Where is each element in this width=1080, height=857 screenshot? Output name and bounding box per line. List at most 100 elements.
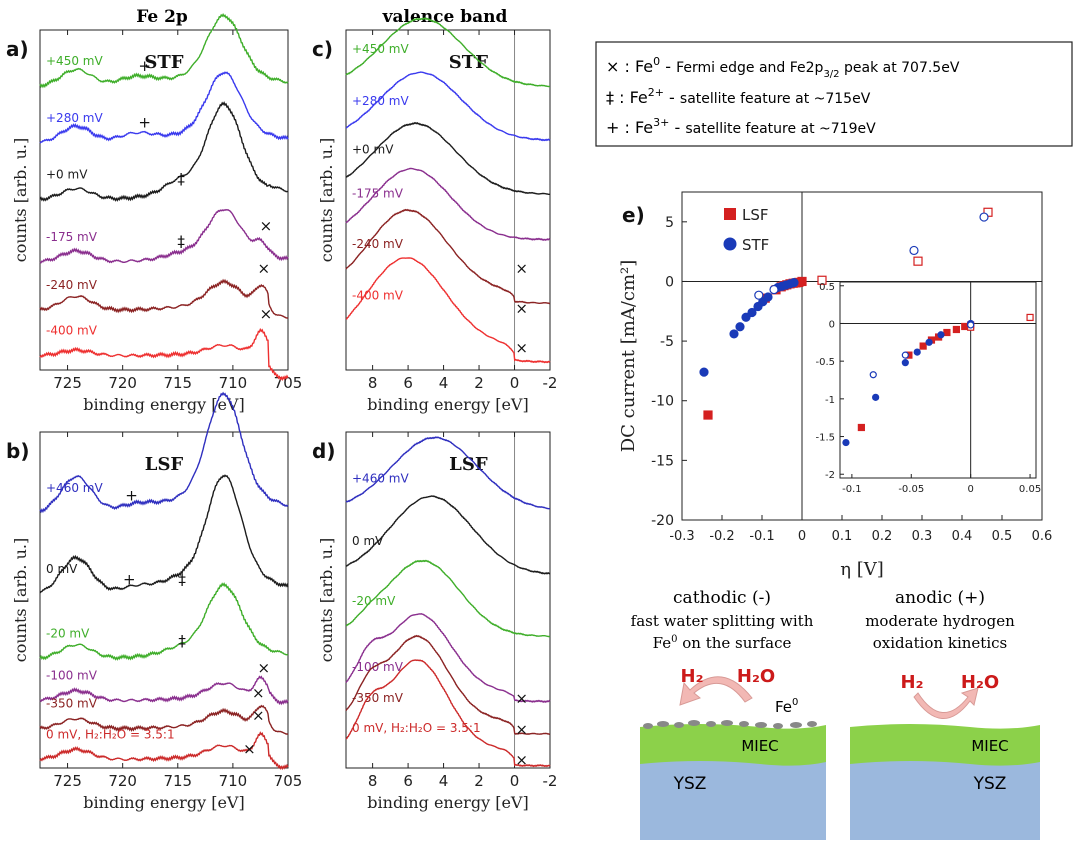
feature-marker: × — [515, 720, 528, 738]
series-label: -175 mV — [46, 230, 98, 244]
x-tick-label: 710 — [219, 772, 248, 790]
series-label: +460 mV — [352, 471, 409, 485]
plot-frame — [39, 29, 289, 371]
schematic: cathodic (-) fast water splitting with F… — [631, 588, 1040, 840]
feature-marker: × — [515, 260, 528, 278]
feature-marker: × — [260, 305, 273, 323]
x-tick-label: 4 — [439, 374, 449, 392]
spectrum-line — [345, 17, 550, 88]
series-label: 0 mV, H₂:H₂O = 3.5:1 — [46, 727, 175, 741]
panel-label: e) — [622, 203, 645, 227]
y-axis-title: DC current [mA/cm²] — [618, 260, 639, 453]
inset-y-tick-label: -0.5 — [815, 357, 835, 368]
anodic-product: H₂O — [961, 672, 999, 693]
x-axis-title: binding energy [eV] — [83, 395, 244, 414]
anodic-reaction-arrow — [913, 687, 979, 719]
fe0-particle-label: Fe0 — [775, 697, 798, 716]
fe0-particles — [643, 720, 817, 729]
header-fe2p: Fe 2p — [136, 7, 188, 27]
plot-frame — [681, 191, 1043, 521]
x-tick-label: 720 — [108, 374, 137, 392]
legend-swatch-lsf — [724, 208, 736, 220]
panel-label: b) — [6, 439, 29, 463]
x-tick-label: 4 — [439, 772, 449, 790]
series-label: +450 mV — [46, 54, 103, 68]
data-point-lsf — [1026, 313, 1034, 322]
data-point-lsf — [913, 256, 923, 266]
x-tick-label: 720 — [108, 772, 137, 790]
legend-line-fe2: ‡ : Fe2+ - satellite feature at ~715eV — [606, 86, 871, 107]
spectrum-line — [345, 659, 551, 768]
anodic-miec-layer — [850, 724, 1040, 766]
x-tick-label: 705 — [274, 772, 303, 790]
feature-marker: × — [252, 706, 265, 724]
spectrum-line — [39, 101, 289, 202]
series-label: -20 mV — [46, 627, 90, 641]
inset-x-tick-label: 0.05 — [1019, 484, 1041, 495]
inset-y-tick-label: 0.5 — [819, 282, 835, 293]
feature-marker: × — [243, 740, 256, 758]
series-label: +0 mV — [352, 142, 394, 156]
spectrum-line — [39, 582, 289, 661]
data-point-stf — [729, 329, 739, 339]
y-axis-title: counts [arb. u.] — [11, 538, 30, 662]
data-point-stf — [842, 438, 850, 447]
spectrum-line — [39, 704, 289, 736]
series-label: +280 mV — [352, 94, 409, 108]
series-label: -240 mV — [46, 278, 98, 292]
cathodic-ysz-label: YSZ — [673, 774, 707, 794]
panel-b-lsf-fe2p: 725 720 715 710 705 binding energy [eV] counts… — [6, 391, 303, 812]
x-tick-label: 2 — [474, 374, 484, 392]
material-label: STF — [144, 52, 183, 73]
plot-frame — [39, 431, 289, 769]
feature-marker: × — [257, 260, 270, 278]
series-label: -350 mV — [352, 691, 404, 705]
spectrum-line — [345, 436, 551, 510]
data-point-lsf — [961, 322, 969, 331]
legend-line-fe0: × : Fe0 - Fermi edge and Fe2p3/2 peak at… — [606, 55, 960, 80]
feature-marker: ‡ — [177, 232, 185, 250]
series-label: 0 mV — [352, 534, 384, 548]
x-tick-label: 2 — [474, 772, 484, 790]
spectrum-line — [39, 391, 289, 514]
spectrum-line — [39, 474, 289, 594]
x-tick-label: 715 — [163, 772, 192, 790]
feature-marker: × — [515, 690, 528, 708]
data-point-stf — [735, 322, 745, 332]
data-point-stf — [872, 393, 880, 401]
feature-marker: × — [515, 339, 528, 357]
y-tick-label: -5 — [660, 334, 674, 350]
inset-y-tick-label: -2 — [825, 470, 835, 481]
material-label: STF — [449, 52, 488, 73]
symbol-legend-frame — [595, 41, 1073, 147]
feature-marker: × — [260, 217, 273, 235]
data-point-stf — [699, 367, 709, 377]
data-point-stf — [901, 351, 909, 359]
panel-d-lsf-valence: 8 6 4 2 0 -2 binding energy [eV] counts [arb. u… — [312, 431, 558, 812]
feature-marker: + — [123, 570, 136, 588]
data-point-stf — [769, 284, 779, 295]
spectrum-line — [39, 731, 289, 771]
cathodic-reaction-arrow — [679, 676, 753, 706]
data-point-lsf — [857, 423, 865, 432]
data-point-stf — [763, 292, 773, 302]
cathodic-ysz-layer — [640, 755, 826, 840]
data-point-stf — [869, 371, 877, 379]
x-tick-label: -2 — [543, 772, 558, 790]
material-label: LSF — [449, 454, 488, 475]
cathodic-reactant: H₂O — [737, 666, 775, 687]
legend-label-lsf: LSF — [742, 206, 769, 224]
data-point-lsf — [797, 276, 807, 287]
x-tick-label: 8 — [368, 374, 378, 392]
cathodic-desc-2: Fe0 on the surface — [653, 634, 792, 652]
x-axis-title: binding energy [eV] — [367, 395, 528, 414]
data-point-stf — [913, 348, 921, 356]
legend-line-fe3: + : Fe3+ - satellite feature at ~719eV — [606, 116, 876, 137]
feature-marker: × — [515, 299, 528, 317]
data-point-lsf — [817, 275, 827, 285]
data-point-lsf — [919, 342, 927, 350]
inset-x-tick-label: 0 — [967, 484, 973, 495]
data-point-stf — [901, 359, 909, 367]
spectrum-line — [39, 208, 289, 264]
